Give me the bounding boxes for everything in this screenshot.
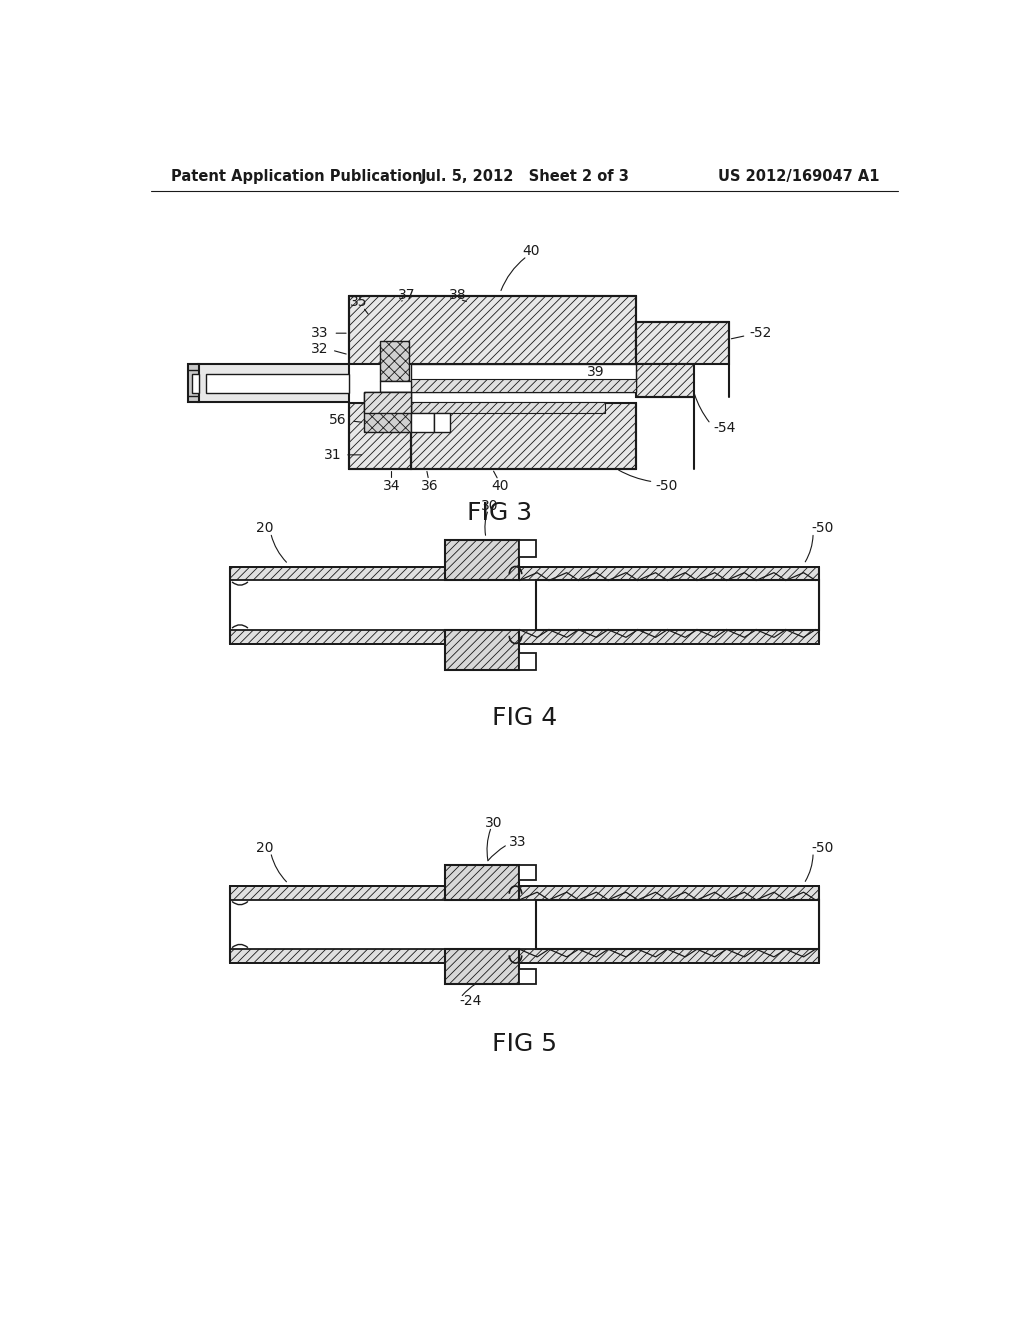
Text: 37: 37 xyxy=(398,288,416,302)
Bar xyxy=(188,364,200,403)
Text: 40: 40 xyxy=(492,479,509,492)
Bar xyxy=(411,403,604,413)
Text: -24: -24 xyxy=(459,994,481,1007)
Text: 31: 31 xyxy=(324,447,341,462)
Text: 38: 38 xyxy=(449,288,466,302)
Bar xyxy=(445,540,519,581)
Bar xyxy=(230,630,819,644)
Bar xyxy=(198,364,349,403)
Text: FIG 4: FIG 4 xyxy=(493,706,557,730)
Text: 39: 39 xyxy=(587,364,604,379)
Text: 36: 36 xyxy=(422,479,439,492)
Bar xyxy=(519,540,537,557)
Text: 34: 34 xyxy=(383,479,400,492)
Text: -50: -50 xyxy=(812,841,834,854)
Text: FIG 3: FIG 3 xyxy=(467,500,532,524)
Text: 33: 33 xyxy=(310,326,328,341)
Bar xyxy=(537,581,819,630)
Bar xyxy=(636,322,729,364)
Bar xyxy=(636,364,693,397)
Text: 20: 20 xyxy=(256,841,274,854)
Text: Jul. 5, 2012   Sheet 2 of 3: Jul. 5, 2012 Sheet 2 of 3 xyxy=(421,169,629,185)
Text: 35: 35 xyxy=(350,296,368,309)
Bar xyxy=(445,949,519,983)
Bar xyxy=(230,566,819,581)
Bar xyxy=(380,341,410,381)
Bar xyxy=(537,900,819,949)
Text: 32: 32 xyxy=(310,342,328,355)
Text: 33: 33 xyxy=(509,836,526,849)
Text: Patent Application Publication: Patent Application Publication xyxy=(171,169,422,185)
Bar xyxy=(519,653,537,669)
Text: 30: 30 xyxy=(485,816,503,830)
Bar xyxy=(411,404,636,469)
Bar xyxy=(519,969,537,983)
Bar xyxy=(349,404,411,469)
Text: FIG 5: FIG 5 xyxy=(493,1032,557,1056)
Bar xyxy=(519,866,537,880)
Text: 30: 30 xyxy=(481,499,499,512)
Bar xyxy=(411,413,434,432)
Bar xyxy=(445,630,519,669)
Bar xyxy=(365,392,411,413)
Text: -50: -50 xyxy=(812,521,834,535)
Text: -50: -50 xyxy=(655,479,677,492)
Bar xyxy=(349,296,636,364)
Text: US 2012/169047 A1: US 2012/169047 A1 xyxy=(718,169,880,185)
Bar xyxy=(411,379,636,392)
Bar xyxy=(191,374,200,393)
Bar xyxy=(365,392,411,432)
Bar xyxy=(230,949,819,964)
Text: 40: 40 xyxy=(522,244,540,257)
Text: 56: 56 xyxy=(329,413,346,428)
Bar xyxy=(206,374,349,393)
Bar xyxy=(434,413,450,432)
Bar xyxy=(380,381,411,392)
Text: -54: -54 xyxy=(713,421,735,434)
Text: -52: -52 xyxy=(750,326,772,341)
Bar xyxy=(445,866,519,900)
Bar xyxy=(411,364,636,392)
Text: 20: 20 xyxy=(256,521,274,535)
Bar xyxy=(230,886,819,900)
